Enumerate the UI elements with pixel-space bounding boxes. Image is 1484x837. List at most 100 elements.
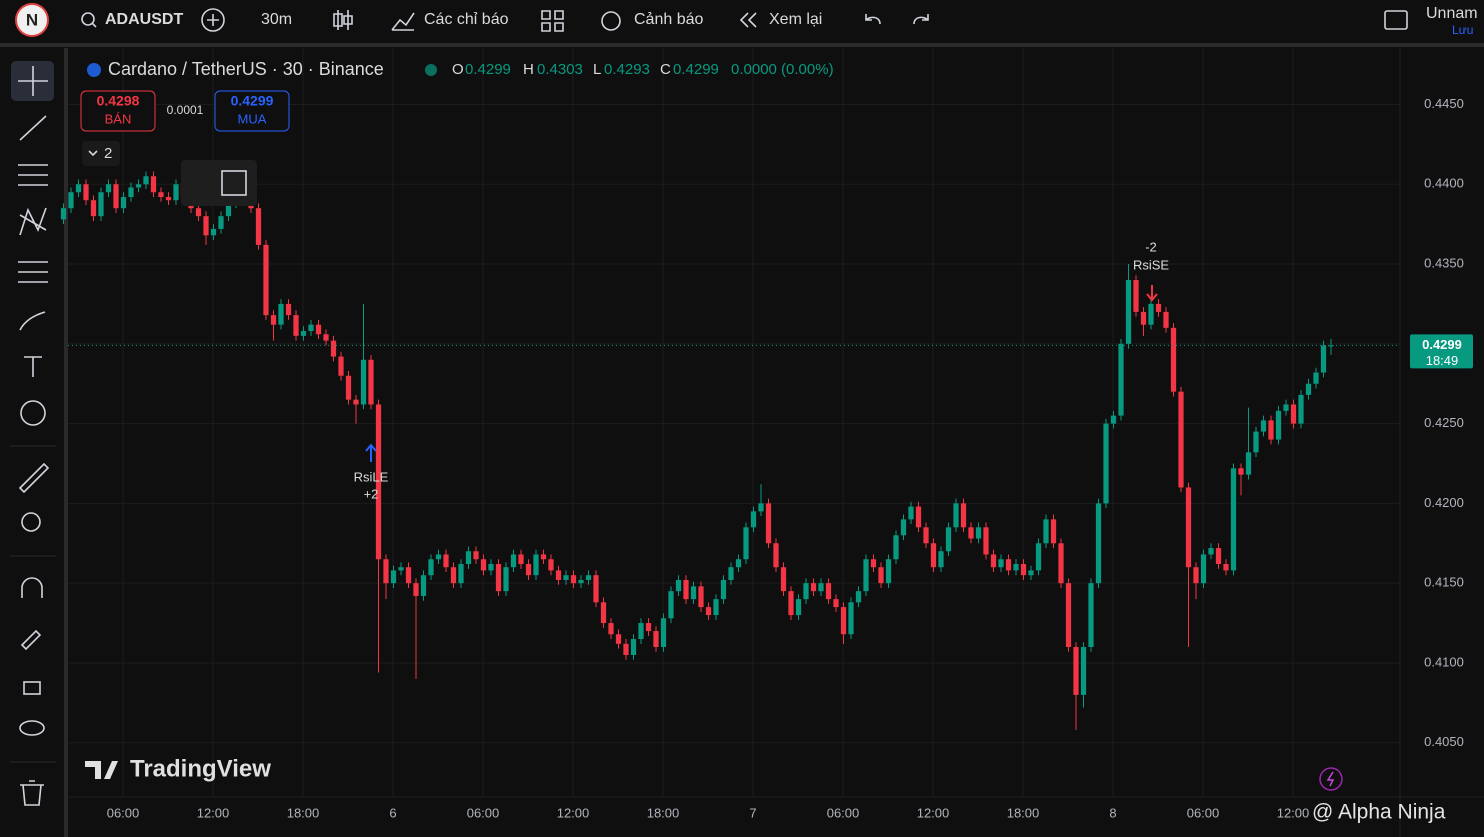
candle-body (1268, 420, 1274, 440)
chart-type-icon[interactable] (333, 10, 353, 30)
hide-tool[interactable] (19, 720, 45, 736)
symbol[interactable]: ADAUSDT (105, 11, 183, 28)
candle-body (375, 404, 382, 560)
sell-button[interactable] (80, 90, 156, 132)
x-tick-label: 12:00 (1277, 805, 1310, 820)
x-tick-label: 18:00 (1007, 805, 1040, 820)
save-state[interactable]: Lưu (1452, 23, 1473, 37)
ohlc-label: C (660, 61, 671, 78)
candle-body (533, 554, 539, 576)
trendline-tool[interactable] (19, 115, 47, 141)
candle-body (1283, 404, 1289, 411)
candle-body (788, 591, 794, 616)
candle-body (900, 519, 907, 536)
buy-button[interactable] (214, 90, 290, 132)
candle-body (848, 602, 854, 635)
candle-body (728, 567, 734, 580)
buy-label: MUA (238, 111, 267, 126)
candle-body (870, 559, 877, 568)
candle-body (330, 340, 337, 357)
candle-body (503, 567, 509, 592)
candle-body (278, 303, 284, 325)
candle-body (390, 570, 397, 584)
projection-tool[interactable] (18, 261, 48, 283)
x-tick-label: 06:00 (1187, 805, 1220, 820)
pattern-tool[interactable] (19, 207, 47, 236)
redo[interactable] (913, 14, 929, 25)
add-icon (207, 14, 219, 26)
candle-body (263, 244, 269, 316)
undo[interactable] (865, 14, 881, 25)
y-tick-label: 0.4100 (1424, 654, 1464, 669)
candle-body (990, 554, 997, 568)
candle-body (968, 527, 974, 539)
candle-body (638, 623, 644, 640)
rectangle-icon[interactable] (221, 170, 247, 196)
candle-body (1043, 519, 1049, 544)
x-tick-label: 12:00 (917, 805, 950, 820)
candle-body (1088, 583, 1094, 648)
y-tick-label: 0.4400 (1424, 176, 1464, 191)
replay-button[interactable]: Xem lại (769, 11, 822, 28)
candle-body (1028, 570, 1034, 576)
candle-body (1170, 327, 1177, 392)
candle-body (495, 564, 502, 592)
brush-tool[interactable] (19, 311, 46, 331)
candle-body (1305, 383, 1312, 395)
candle-body (1200, 554, 1207, 584)
candle-body (1328, 345, 1334, 347)
sell-label: BÁN (105, 111, 132, 126)
zoom-tool[interactable] (21, 512, 41, 532)
candle-body (405, 567, 412, 584)
alerts-button[interactable]: Cảnh báo (634, 11, 703, 28)
candle-body (398, 567, 404, 571)
candle-body (1103, 423, 1109, 504)
templates-icon[interactable] (541, 10, 564, 32)
x-tick-label: 8 (1109, 805, 1116, 820)
candle-body (225, 203, 232, 217)
candle-body (593, 575, 599, 603)
y-tick-label: 0.4150 (1424, 575, 1464, 590)
fib-tool[interactable] (18, 164, 48, 186)
candle-body (270, 315, 277, 325)
candle-body (720, 579, 727, 600)
last-price-label: 0.4299 (1422, 337, 1462, 352)
ohlc-label: H (523, 61, 534, 78)
add-symbol[interactable] (201, 8, 225, 32)
emoji-tool[interactable] (20, 400, 46, 426)
candle-body (735, 559, 742, 568)
magnet-tool[interactable] (21, 577, 43, 598)
candle-body (255, 208, 262, 245)
candle-body (90, 200, 97, 217)
indicators-button[interactable]: Các chỉ báo (424, 11, 509, 28)
candle-body (938, 551, 944, 568)
lightning-button[interactable] (1319, 767, 1343, 791)
avatar-letter: N (26, 10, 38, 29)
candle-body (600, 602, 607, 624)
text-tool[interactable] (24, 356, 42, 377)
replay-icon (739, 12, 757, 28)
candle-body (435, 554, 442, 560)
candle-body (150, 176, 157, 193)
candle-body (690, 586, 697, 600)
candle-body (660, 618, 667, 648)
ohlc-value: 0.4299 (465, 61, 511, 78)
crosshair-tool[interactable] (18, 66, 48, 96)
avatar[interactable] (15, 3, 49, 37)
interval[interactable]: 30m (261, 11, 292, 28)
measure-tool[interactable] (18, 462, 50, 494)
candle-body (1253, 431, 1259, 453)
candle-body (210, 228, 217, 236)
lock-tool[interactable] (23, 681, 41, 695)
candle-body (473, 551, 479, 560)
delete-tool[interactable] (20, 780, 44, 806)
candle-body (1298, 394, 1304, 424)
layout-name[interactable]: Unnam (1426, 5, 1478, 22)
indicator-toggle[interactable] (82, 141, 120, 166)
candle-body (323, 334, 329, 341)
ohlc-value: 0.4303 (537, 61, 583, 78)
lock-drawings[interactable] (20, 629, 42, 651)
candle-body (1095, 503, 1102, 584)
candle-body (1215, 548, 1222, 565)
layout-icon[interactable] (1384, 10, 1408, 30)
